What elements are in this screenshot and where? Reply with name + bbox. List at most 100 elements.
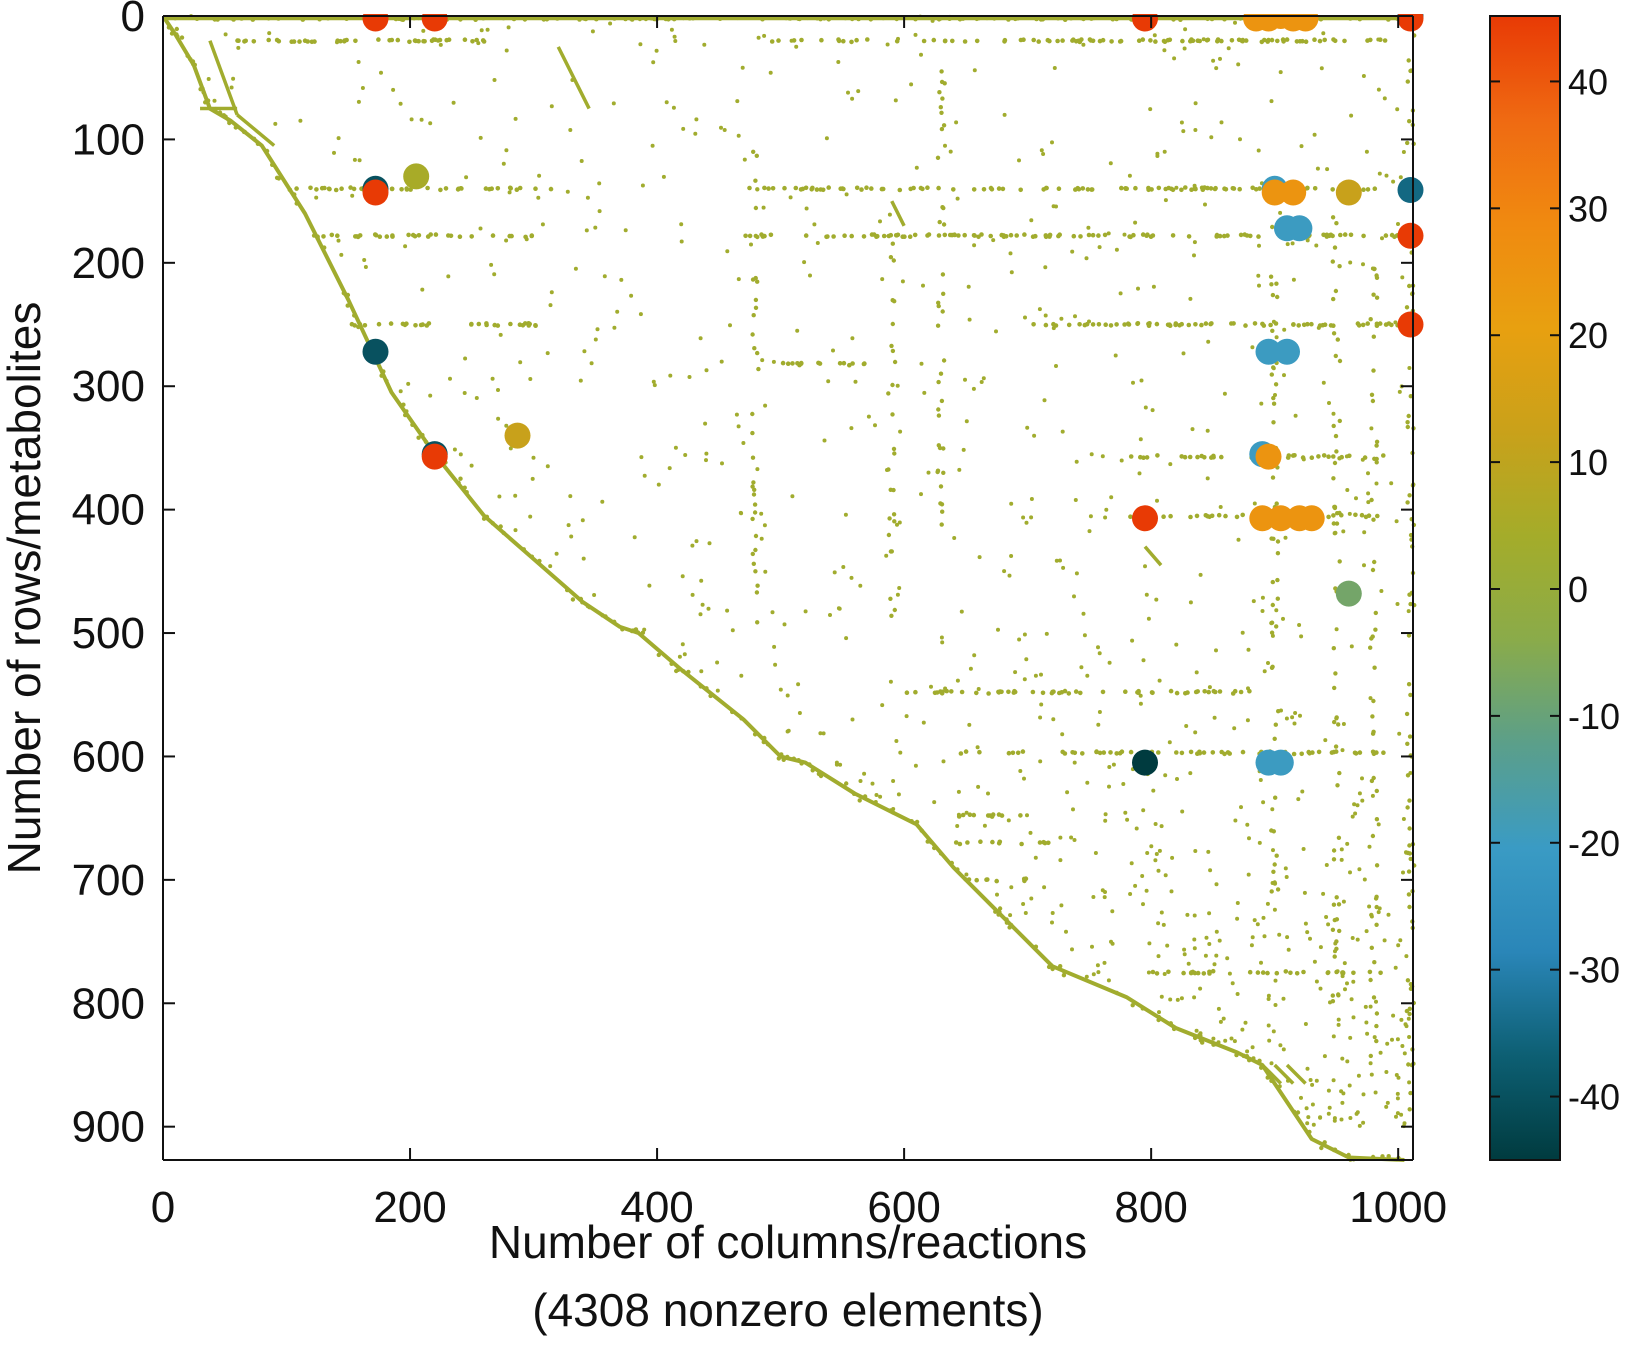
structure-segment bbox=[235, 113, 276, 147]
band-dot bbox=[1066, 691, 1072, 696]
x-axis-label-count: (4308 nonzero elements) bbox=[532, 1284, 1043, 1336]
scatter-dot bbox=[1333, 949, 1337, 954]
band-dot bbox=[629, 17, 635, 22]
column-dot bbox=[1374, 460, 1379, 465]
scatter-dot bbox=[1145, 851, 1150, 855]
scatter-dot bbox=[1328, 1000, 1332, 1005]
band-dot bbox=[1195, 38, 1201, 43]
highlight-point bbox=[421, 443, 448, 470]
column-dot bbox=[940, 205, 945, 210]
band-dot bbox=[1033, 233, 1038, 239]
band-dot bbox=[522, 17, 528, 22]
scatter-dot bbox=[943, 143, 947, 148]
scatter-dot bbox=[1156, 921, 1161, 926]
scatter-dot bbox=[1331, 1034, 1336, 1039]
scatter-dot bbox=[1146, 970, 1151, 975]
scatter-dot bbox=[651, 379, 656, 384]
diagonal-dot bbox=[179, 35, 185, 40]
scatter-dot bbox=[1201, 37, 1206, 42]
scatter-dot bbox=[1395, 1037, 1400, 1042]
band-dot bbox=[1171, 17, 1176, 22]
scatter-dot bbox=[1179, 996, 1184, 1001]
column-dot bbox=[750, 484, 755, 489]
x-tick-label: 400 bbox=[620, 1183, 693, 1232]
band-dot bbox=[875, 233, 880, 239]
band-dot bbox=[1136, 688, 1141, 694]
band-dot bbox=[373, 232, 379, 238]
scatter-dot bbox=[1304, 1106, 1309, 1111]
scatter-dot bbox=[1272, 907, 1277, 912]
scatter-dot bbox=[1252, 918, 1257, 923]
band-dot bbox=[1140, 37, 1146, 42]
scatter-dot bbox=[1286, 1078, 1290, 1083]
scatter-dot bbox=[1401, 870, 1405, 875]
band-dot bbox=[376, 37, 381, 42]
band-dot bbox=[1312, 37, 1317, 42]
band-dot bbox=[1154, 971, 1160, 976]
band-dot bbox=[1318, 16, 1324, 22]
scatter-dot bbox=[790, 494, 795, 499]
scatter-dot bbox=[1021, 515, 1026, 520]
scatter-dot bbox=[1018, 769, 1023, 773]
scatter-dot bbox=[1103, 818, 1108, 823]
band-dot bbox=[974, 690, 979, 696]
column-dot bbox=[1372, 665, 1377, 670]
band-dot bbox=[1170, 233, 1176, 238]
scatter-dot bbox=[1136, 286, 1140, 291]
band-dot bbox=[1018, 37, 1024, 43]
column-dot bbox=[1406, 1062, 1411, 1067]
band-dot bbox=[1103, 322, 1108, 328]
scatter-dot bbox=[1207, 942, 1212, 946]
column-dot bbox=[1272, 862, 1277, 867]
column-dot bbox=[939, 79, 945, 85]
scatter-dot bbox=[1155, 154, 1160, 158]
scatter-dot bbox=[1054, 364, 1058, 368]
band-dot bbox=[1046, 840, 1051, 846]
band-dot bbox=[1166, 969, 1171, 975]
scatter-dot bbox=[986, 813, 991, 818]
scatter-dot bbox=[1351, 1015, 1356, 1020]
diagonal-dot bbox=[799, 761, 804, 766]
scatter-dot bbox=[943, 686, 948, 691]
column-dot bbox=[1331, 646, 1337, 651]
scatter-dot bbox=[1361, 1120, 1366, 1125]
band-dot bbox=[349, 321, 355, 327]
band-dot bbox=[1202, 689, 1207, 694]
column-dot bbox=[751, 492, 757, 497]
scatter-dot bbox=[611, 101, 616, 106]
column-dot bbox=[936, 443, 941, 448]
band-dot bbox=[250, 17, 256, 22]
band-dot bbox=[1080, 751, 1085, 756]
column-dot bbox=[890, 412, 895, 417]
scatter-dot bbox=[1157, 1010, 1161, 1015]
band-dot bbox=[1179, 187, 1184, 193]
scatter-dot bbox=[1174, 642, 1179, 647]
band-dot bbox=[994, 878, 999, 884]
scatter-dot bbox=[602, 274, 607, 279]
highlight-point bbox=[1274, 338, 1300, 365]
diagonal-dot bbox=[251, 136, 257, 141]
scatter-dot bbox=[1406, 1016, 1411, 1021]
scatter-dot bbox=[1339, 1089, 1344, 1094]
scatter-dot bbox=[930, 18, 935, 23]
column-dot bbox=[1371, 517, 1376, 522]
scatter-dot bbox=[971, 386, 976, 391]
band-dot bbox=[971, 187, 977, 192]
scatter-dot bbox=[1072, 838, 1077, 842]
diagonal-dot bbox=[1386, 1154, 1391, 1159]
scatter-dot bbox=[612, 325, 617, 330]
scatter-dot bbox=[693, 131, 698, 136]
scatter-dot bbox=[1246, 686, 1250, 691]
scatter-dot bbox=[1050, 920, 1054, 925]
column-dot bbox=[1332, 719, 1337, 725]
band-dot bbox=[897, 187, 903, 193]
band-dot bbox=[1383, 233, 1389, 238]
scatter-dot bbox=[1394, 1073, 1399, 1077]
band-dot bbox=[780, 360, 786, 366]
scatter-dot bbox=[1394, 519, 1399, 524]
scatter-dot bbox=[694, 539, 699, 544]
scatter-dot bbox=[1038, 715, 1043, 720]
column-dot bbox=[1273, 722, 1279, 727]
scatter-dot bbox=[1302, 890, 1307, 895]
band-dot bbox=[1090, 232, 1096, 238]
